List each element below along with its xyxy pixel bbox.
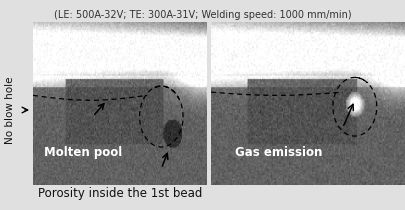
Text: Molten pool: Molten pool <box>44 146 122 159</box>
Text: 0ms: 0ms <box>37 30 69 44</box>
Text: (LE: 500A-32V; TE: 300A-31V; Welding speed: 1000 mm/min): (LE: 500A-32V; TE: 300A-31V; Welding spe… <box>54 10 351 20</box>
Text: Porosity inside the 1st bead: Porosity inside the 1st bead <box>38 187 202 200</box>
Text: No blow hole: No blow hole <box>5 76 15 144</box>
Text: Gas emission: Gas emission <box>235 146 322 159</box>
Text: 15ms: 15ms <box>215 30 257 44</box>
